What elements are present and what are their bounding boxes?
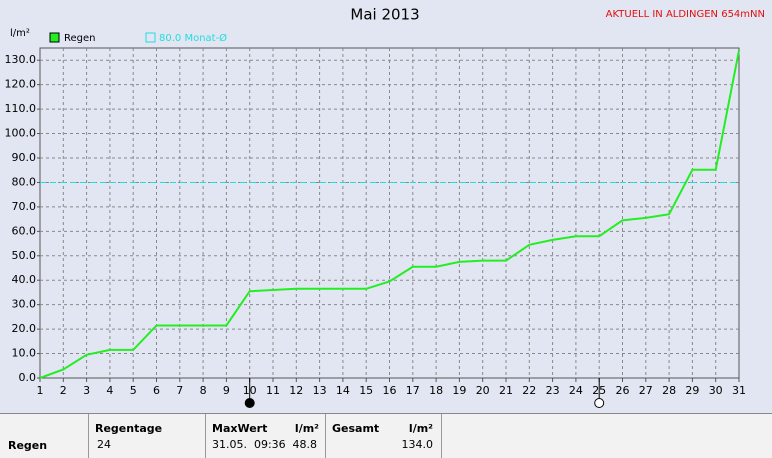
x-tick-label: 18 bbox=[429, 384, 443, 397]
x-tick-label: 17 bbox=[406, 384, 420, 397]
x-tick-label: 7 bbox=[176, 384, 183, 397]
row-label: Regen bbox=[8, 439, 48, 452]
x-tick-label: 12 bbox=[289, 384, 303, 397]
x-tick-label: 15 bbox=[359, 384, 373, 397]
x-tick-label: 27 bbox=[639, 384, 653, 397]
x-tick-label: 20 bbox=[476, 384, 490, 397]
legend-label: 80.0 Monat-Ø bbox=[159, 32, 227, 44]
x-tick-label: 16 bbox=[383, 384, 397, 397]
y-tick-label: 110.0 bbox=[5, 102, 37, 115]
y-unit: l/m² bbox=[10, 28, 30, 39]
y-tick-label: 120.0 bbox=[5, 78, 37, 91]
x-tick-label: 26 bbox=[616, 384, 630, 397]
x-tick-label: 6 bbox=[153, 384, 160, 397]
chart: Mai 2013 AKTUELL IN ALDINGEN 654mNN l/m²… bbox=[5, 6, 765, 408]
x-tick-label: 23 bbox=[546, 384, 560, 397]
moon-full bbox=[594, 398, 605, 408]
chart-title: Mai 2013 bbox=[350, 6, 419, 24]
y-tick-label: 20.0 bbox=[12, 322, 37, 335]
cell: Regen bbox=[0, 414, 89, 458]
header: Regentage bbox=[95, 422, 163, 435]
x-tick-label: 11 bbox=[266, 384, 280, 397]
station-label: AKTUELL IN ALDINGEN 654mNN bbox=[606, 9, 765, 20]
x-tick-label: 24 bbox=[569, 384, 583, 397]
moon-new bbox=[244, 398, 255, 408]
legend-swatch bbox=[49, 32, 60, 43]
cell: Gesamt l/m² 134.0 bbox=[326, 414, 442, 458]
y-tick-label: 30.0 bbox=[12, 298, 37, 311]
time: 31.05. 09:36 bbox=[212, 438, 286, 451]
y-tick-label: 80.0 bbox=[12, 175, 37, 188]
header: Gesamt bbox=[332, 422, 380, 435]
legend-swatch bbox=[145, 32, 156, 43]
value: 48.8 bbox=[292, 438, 318, 451]
value: 134.0 bbox=[401, 438, 434, 451]
x-tick-label: 19 bbox=[452, 384, 466, 397]
y-tick-label: 60.0 bbox=[12, 224, 37, 237]
x-tick-label: 5 bbox=[130, 384, 137, 397]
x-tick-label: 14 bbox=[336, 384, 350, 397]
x-tick-label: 4 bbox=[106, 384, 113, 397]
unit: l/m² bbox=[294, 422, 319, 435]
data-line bbox=[39, 50, 740, 379]
y-tick-label: 70.0 bbox=[12, 200, 37, 213]
header: MaxWert bbox=[212, 422, 268, 435]
y-tick-label: 10.0 bbox=[12, 347, 37, 360]
cell: MaxWert l/m² 31.05. 09:36 48.8 bbox=[206, 414, 326, 458]
x-tick-label: 9 bbox=[223, 384, 230, 397]
x-tick-label: 1 bbox=[37, 384, 44, 397]
x-tick-label: 21 bbox=[499, 384, 513, 397]
y-tick-label: 0.0 bbox=[19, 371, 37, 384]
y-tick-label: 40.0 bbox=[12, 273, 37, 286]
legend: Regen 80.0 Monat-Ø bbox=[49, 32, 227, 44]
x-tick-label: 30 bbox=[709, 384, 723, 397]
y-tick-label: 50.0 bbox=[12, 249, 37, 262]
x-tick-label: 13 bbox=[313, 384, 327, 397]
y-tick-label: 100.0 bbox=[5, 127, 37, 140]
x-tick-label: 29 bbox=[685, 384, 699, 397]
y-tick-label: 130.0 bbox=[5, 53, 37, 66]
unit: l/m² bbox=[408, 422, 433, 435]
value: 24 bbox=[97, 438, 111, 451]
stats-table: Regen Regentage 24 MaxWert l/m² 31.05. 0… bbox=[0, 413, 772, 458]
x-tick-label: 2 bbox=[60, 384, 67, 397]
x-tick-label: 3 bbox=[83, 384, 90, 397]
cell: Regentage 24 bbox=[89, 414, 206, 458]
x-tick-label: 31 bbox=[732, 384, 746, 397]
x-tick-label: 22 bbox=[522, 384, 536, 397]
legend-label: Regen bbox=[64, 33, 96, 44]
x-tick-label: 8 bbox=[200, 384, 207, 397]
y-tick-label: 90.0 bbox=[12, 151, 37, 164]
x-tick-label: 28 bbox=[662, 384, 676, 397]
